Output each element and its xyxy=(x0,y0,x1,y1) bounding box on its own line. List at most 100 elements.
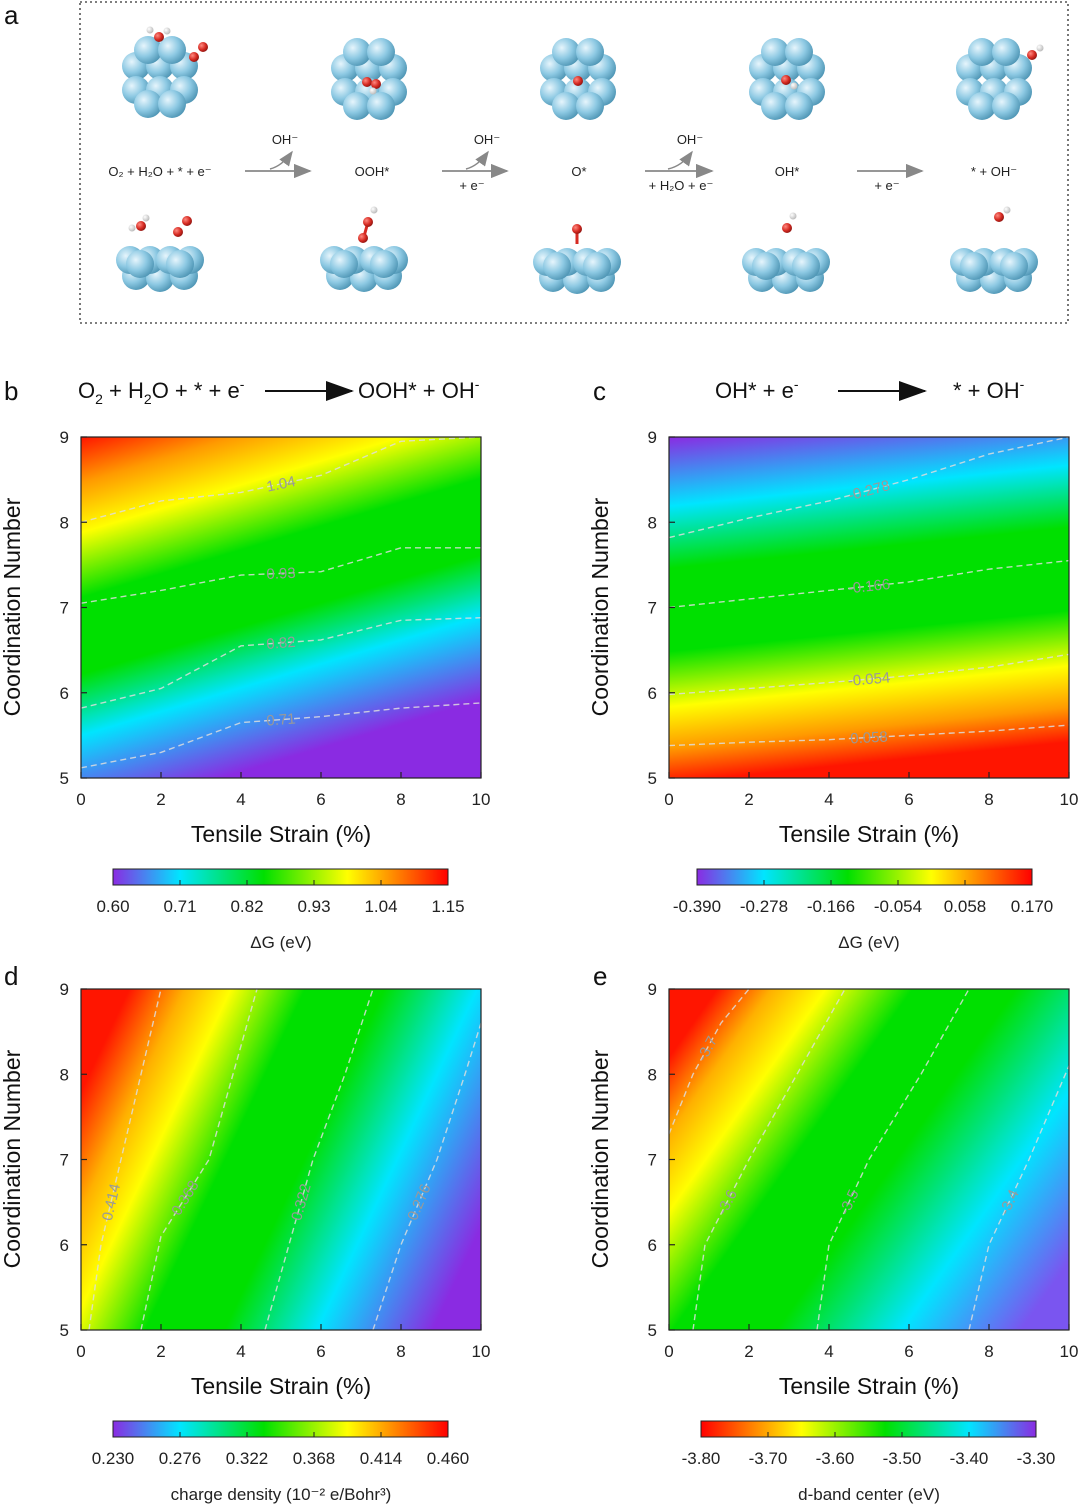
reaction-c-products: * + OH- xyxy=(953,376,1025,403)
o2-molecule-side-icon xyxy=(173,216,192,237)
y-tick-label: 9 xyxy=(60,428,69,447)
y-tick-label: 9 xyxy=(648,980,657,999)
colorbar-tick-label: -3.30 xyxy=(1017,1449,1056,1468)
arrow-3-top-label: OH⁻ xyxy=(677,132,703,147)
contour-line xyxy=(88,988,162,1331)
x-axis-title-b: Tensile Strain (%) xyxy=(191,821,371,847)
cluster-bottom-1 xyxy=(116,214,204,292)
panel-label-a: a xyxy=(4,0,19,30)
cluster-top-2 xyxy=(331,38,407,120)
colorbar-tick-label: 0.322 xyxy=(226,1449,269,1468)
x-tick-label: 0 xyxy=(664,1342,673,1361)
cluster-bottom-2 xyxy=(320,206,408,292)
x-tick-label: 6 xyxy=(316,790,325,809)
contour-label: 1.04 xyxy=(265,473,297,496)
reaction-c-reactants: OH* + e- xyxy=(715,376,799,403)
cluster-top-4 xyxy=(749,38,825,120)
reaction-arrow-4: + e⁻ xyxy=(857,163,924,193)
colorbar-tick-label: -3.60 xyxy=(816,1449,855,1468)
contour-line xyxy=(668,724,1070,747)
contour-label: 0.058 xyxy=(850,729,888,748)
x-tick-label: 8 xyxy=(396,1342,405,1361)
y-tick-label: 6 xyxy=(60,684,69,703)
y-axis-title-e: Coordination Number xyxy=(587,1049,613,1268)
x-tick-label: 2 xyxy=(744,790,753,809)
colorbar-tick-label: 0.460 xyxy=(427,1449,470,1468)
y-tick-label: 6 xyxy=(648,1236,657,1255)
contour-line xyxy=(80,702,482,769)
ooh-adsorbate-icon xyxy=(362,77,381,95)
colorbar-ticks-e: -3.80 -3.70 -3.60 -3.50 -3.40 -3.30 xyxy=(682,1432,1056,1468)
step-label-1: O₂ + H₂O + * + e⁻ xyxy=(108,164,211,179)
x-tick-label: 0 xyxy=(76,790,85,809)
panel-b: b O2 + H2O + * + e- OOH* + OH- 1.040.930… xyxy=(0,376,490,952)
y-tick-label: 8 xyxy=(648,1065,657,1084)
contour-line xyxy=(668,988,750,1135)
reaction-arrow-3: OH⁻ + H₂O + e⁻ xyxy=(645,132,714,193)
o2-molecule-icon xyxy=(189,42,208,62)
arrow-4-bottom-label: + e⁻ xyxy=(874,178,899,193)
x-tick-label: 8 xyxy=(396,790,405,809)
y-tick-label: 9 xyxy=(60,980,69,999)
x-tick-label: 2 xyxy=(156,790,165,809)
panel-a: a xyxy=(4,0,1069,324)
y-axis-title-c: Coordination Number xyxy=(587,497,613,716)
x-tick-label: 6 xyxy=(316,1342,325,1361)
arrow-2-bottom-label: + e⁻ xyxy=(459,178,484,193)
contour-label: -0.054 xyxy=(847,669,891,690)
colorbar-e xyxy=(700,1420,1037,1438)
oh-adsorbate-icon xyxy=(781,75,798,90)
y-axis-title-d: Coordination Number xyxy=(0,1049,25,1268)
y-tick-label: 9 xyxy=(648,428,657,447)
contour-line xyxy=(692,988,846,1331)
y-axis-title-b: Coordination Number xyxy=(0,497,25,716)
cluster-top-3 xyxy=(540,38,616,120)
axes-b: 0 2 4 6 8 10 5 6 7 8 9 xyxy=(60,428,491,809)
contour-label: -0.166 xyxy=(847,576,891,597)
arrow-3-bottom-label: + H₂O + e⁻ xyxy=(649,178,714,193)
oh-side-icon xyxy=(782,212,797,233)
ooh-side-icon xyxy=(358,206,378,243)
curved-arrow-icon xyxy=(269,150,293,170)
x-axis-title-e: Tensile Strain (%) xyxy=(779,1373,959,1399)
curved-arrow-icon xyxy=(465,150,489,170)
reaction-arrow-1: OH⁻ xyxy=(245,132,312,179)
axes-d: 0 2 4 6 8 10 5 6 7 8 9 xyxy=(60,980,491,1361)
colorbar-tick-label: -3.50 xyxy=(883,1449,922,1468)
y-tick-label: 7 xyxy=(648,1151,657,1170)
contour-line xyxy=(668,436,1070,539)
colorbar-tick-label: -3.80 xyxy=(682,1449,721,1468)
x-tick-label: 8 xyxy=(984,1342,993,1361)
step-label-2: OOH* xyxy=(355,164,390,179)
colorbar-tick-label: -3.40 xyxy=(950,1449,989,1468)
colorbar-ticks-c: -0.390 -0.278 -0.166 -0.054 0.058 0.170 xyxy=(673,880,1053,916)
reaction-b-reactants: O2 + H2O + * + e- xyxy=(78,376,245,407)
colorbar-tick-label: 1.15 xyxy=(431,897,464,916)
y-tick-label: 5 xyxy=(60,1321,69,1340)
colorbar-tick-label: -3.70 xyxy=(749,1449,788,1468)
arrow-2-top-label: OH⁻ xyxy=(474,132,500,147)
contour-label: 0.71 xyxy=(266,711,296,730)
y-tick-label: 6 xyxy=(60,1236,69,1255)
y-tick-label: 6 xyxy=(648,684,657,703)
colorbar-tick-label: 0.93 xyxy=(297,897,330,916)
heatmap-b-field xyxy=(81,437,481,778)
colorbar-tick-label: -0.390 xyxy=(673,897,721,916)
reaction-b-products: OOH* + OH- xyxy=(358,376,480,403)
contours-d: 0.414 0.368 0.322 0.276 xyxy=(88,988,482,1331)
colorbar-tick-label: 0.368 xyxy=(293,1449,336,1468)
x-tick-label: 4 xyxy=(236,1342,245,1361)
x-tick-label: 6 xyxy=(904,790,913,809)
o-side-icon xyxy=(572,224,582,244)
x-tick-label: 4 xyxy=(236,790,245,809)
panel-label-d: d xyxy=(4,961,18,991)
x-tick-label: 0 xyxy=(664,790,673,809)
colorbar-tick-label: 0.60 xyxy=(96,897,129,916)
contour-line xyxy=(816,988,970,1331)
contour-label: 0.82 xyxy=(266,634,296,653)
x-tick-label: 4 xyxy=(824,790,833,809)
colorbar-title-d: charge density (10⁻² e/Bohr³) xyxy=(171,1485,392,1504)
